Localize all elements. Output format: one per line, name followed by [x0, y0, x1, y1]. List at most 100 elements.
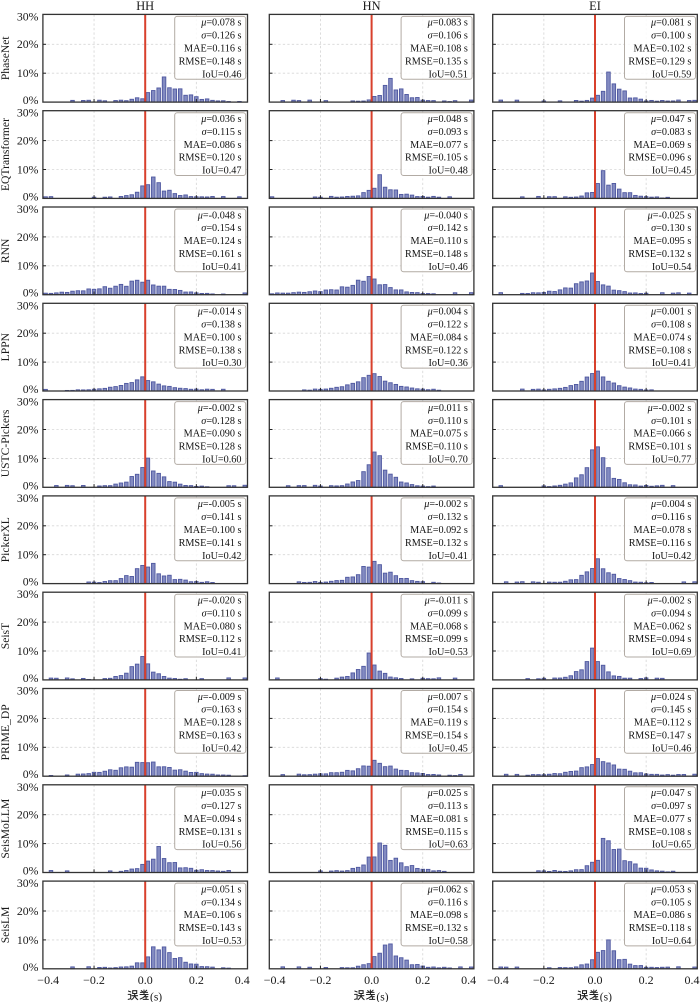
svg-text:RMSE=0.112 s: RMSE=0.112 s [179, 634, 242, 645]
svg-text:σ=0.094 s: σ=0.094 s [651, 608, 691, 619]
svg-text:σ=0.110 s: σ=0.110 s [202, 608, 242, 619]
svg-text:30%: 30% [17, 876, 39, 890]
svg-text:MAE=0.119 s: MAE=0.119 s [410, 718, 467, 729]
svg-text:MAE=0.081 s: MAE=0.081 s [410, 814, 468, 825]
svg-text:0.4: 0.4 [235, 973, 250, 987]
svg-text:μ=0.024 s: μ=0.024 s [650, 692, 691, 703]
svg-text:RMSE=0.105 s: RMSE=0.105 s [405, 153, 468, 164]
svg-text:σ=0.113 s: σ=0.113 s [428, 801, 468, 812]
svg-text:−0.2: −0.2 [310, 973, 332, 987]
svg-text:σ=0.138 s: σ=0.138 s [201, 320, 241, 331]
svg-text:μ=-0.025 s: μ=-0.025 s [647, 210, 692, 221]
svg-text:20%: 20% [17, 519, 39, 533]
svg-text:MAE=0.066 s: MAE=0.066 s [633, 429, 691, 440]
svg-text:IoU=0.45: IoU=0.45 [652, 166, 691, 177]
svg-text:30%: 30% [17, 9, 39, 23]
svg-text:σ=0.099 s: σ=0.099 s [428, 608, 468, 619]
svg-text:IoU=0.77: IoU=0.77 [652, 455, 691, 466]
svg-text:30%: 30% [17, 491, 39, 505]
svg-text:PhaseNet: PhaseNet [0, 36, 12, 81]
svg-text:10%: 10% [17, 355, 39, 369]
svg-text:10%: 10% [17, 837, 39, 851]
svg-text:σ=0.116 s: σ=0.116 s [651, 512, 691, 523]
svg-text:IoU=0.53: IoU=0.53 [428, 647, 467, 658]
svg-text:μ=0.062 s: μ=0.062 s [427, 884, 468, 895]
svg-text:IoU=0.36: IoU=0.36 [428, 358, 467, 369]
svg-text:MAE=0.128 s: MAE=0.128 s [184, 718, 242, 729]
svg-text:RMSE=0.135 s: RMSE=0.135 s [405, 56, 468, 67]
svg-text:σ=0.110 s: σ=0.110 s [428, 416, 468, 427]
svg-text:IoU=0.41: IoU=0.41 [202, 647, 241, 658]
svg-text:μ=0.007 s: μ=0.007 s [427, 692, 468, 703]
svg-text:10%: 10% [17, 66, 39, 80]
svg-text:MAE=0.100 s: MAE=0.100 s [184, 332, 242, 343]
svg-text:RMSE=0.148 s: RMSE=0.148 s [405, 249, 468, 260]
svg-text:IoU=0.69: IoU=0.69 [652, 647, 691, 658]
svg-text:20%: 20% [17, 615, 39, 629]
svg-text:MAE=0.068 s: MAE=0.068 s [410, 621, 468, 632]
svg-text:MAE=0.102 s: MAE=0.102 s [633, 44, 691, 55]
svg-text:RMSE=0.132 s: RMSE=0.132 s [405, 538, 468, 549]
svg-text:RMSE=0.129 s: RMSE=0.129 s [628, 56, 691, 67]
svg-text:20%: 20% [17, 230, 39, 244]
svg-text:σ=0.145 s: σ=0.145 s [651, 705, 691, 716]
svg-text:μ=0.078 s: μ=0.078 s [200, 18, 241, 29]
svg-text:IoU=0.65: IoU=0.65 [652, 840, 691, 851]
svg-text:MAE=0.077 s: MAE=0.077 s [633, 814, 691, 825]
svg-text:RMSE=0.161 s: RMSE=0.161 s [179, 249, 242, 260]
svg-text:IoU=0.46: IoU=0.46 [428, 262, 467, 273]
svg-text:10%: 10% [17, 259, 39, 273]
svg-text:MAE=0.095 s: MAE=0.095 s [633, 236, 691, 247]
svg-text:RMSE=0.147 s: RMSE=0.147 s [628, 731, 691, 742]
svg-text:RMSE=0.108 s: RMSE=0.108 s [628, 345, 691, 356]
svg-text:IoU=0.41: IoU=0.41 [202, 262, 241, 273]
svg-text:σ=0.101 s: σ=0.101 s [651, 416, 691, 427]
svg-text:σ=0.134 s: σ=0.134 s [201, 897, 241, 908]
svg-text:μ=-0.002 s: μ=-0.002 s [647, 403, 692, 414]
svg-text:30%: 30% [17, 780, 39, 794]
svg-text:USTC-Pickers: USTC-Pickers [0, 409, 12, 477]
svg-text:IoU=0.54: IoU=0.54 [652, 262, 691, 273]
svg-text:μ=0.011 s: μ=0.011 s [427, 403, 468, 414]
svg-text:IoU=0.51: IoU=0.51 [428, 69, 467, 80]
svg-text:MAE=0.075 s: MAE=0.075 s [410, 429, 468, 440]
svg-text:MAE=0.090 s: MAE=0.090 s [184, 429, 242, 440]
svg-text:RMSE=0.154 s: RMSE=0.154 s [405, 731, 468, 742]
svg-text:MAE=0.124 s: MAE=0.124 s [184, 236, 242, 247]
svg-text:0.4: 0.4 [461, 973, 476, 987]
svg-text:30%: 30% [17, 684, 39, 698]
svg-text:μ=0.047 s: μ=0.047 s [650, 114, 691, 125]
svg-text:μ=-0.009 s: μ=-0.009 s [197, 692, 242, 703]
svg-text:20%: 20% [17, 904, 39, 918]
svg-text:10%: 10% [17, 933, 39, 947]
svg-text:20%: 20% [17, 134, 39, 148]
svg-text:μ=-0.002 s: μ=-0.002 s [197, 403, 242, 414]
svg-text:0.2: 0.2 [415, 973, 430, 987]
svg-text:μ=-0.048 s: μ=-0.048 s [197, 210, 242, 221]
svg-text:IoU=0.53: IoU=0.53 [202, 936, 241, 947]
svg-text:σ=0.154 s: σ=0.154 s [201, 223, 241, 234]
svg-text:HH: HH [136, 0, 154, 13]
svg-text:σ=0.116 s: σ=0.116 s [428, 897, 468, 908]
svg-text:10%: 10% [17, 162, 39, 176]
svg-text:IoU=0.46: IoU=0.46 [652, 743, 691, 754]
svg-text:σ=0.132 s: σ=0.132 s [428, 512, 468, 523]
svg-text:−0.4: −0.4 [37, 973, 59, 987]
svg-text:RMSE=0.101 s: RMSE=0.101 s [628, 442, 691, 453]
svg-text:μ=0.001 s: μ=0.001 s [650, 307, 691, 318]
svg-text:σ=0.093 s: σ=0.093 s [428, 127, 468, 138]
svg-text:IoU=0.56: IoU=0.56 [202, 840, 241, 851]
svg-text:σ=0.126 s: σ=0.126 s [201, 31, 241, 42]
svg-text:MAE=0.062 s: MAE=0.062 s [633, 621, 691, 632]
svg-text:IoU=0.41: IoU=0.41 [428, 551, 467, 562]
svg-text:MAE=0.086 s: MAE=0.086 s [184, 140, 242, 151]
svg-text:σ=0.083 s: σ=0.083 s [651, 127, 691, 138]
svg-text:EQTransformer: EQTransformer [0, 118, 12, 191]
svg-text:μ=0.051 s: μ=0.051 s [200, 884, 241, 895]
svg-text:(s): (s) [150, 991, 162, 1002]
svg-text:IoU=0.30: IoU=0.30 [202, 358, 241, 369]
svg-text:μ=0.004 s: μ=0.004 s [650, 499, 691, 510]
svg-text:μ=0.083 s: μ=0.083 s [427, 18, 468, 29]
svg-text:0.0: 0.0 [588, 973, 603, 987]
svg-text:μ=-0.002 s: μ=-0.002 s [423, 499, 468, 510]
